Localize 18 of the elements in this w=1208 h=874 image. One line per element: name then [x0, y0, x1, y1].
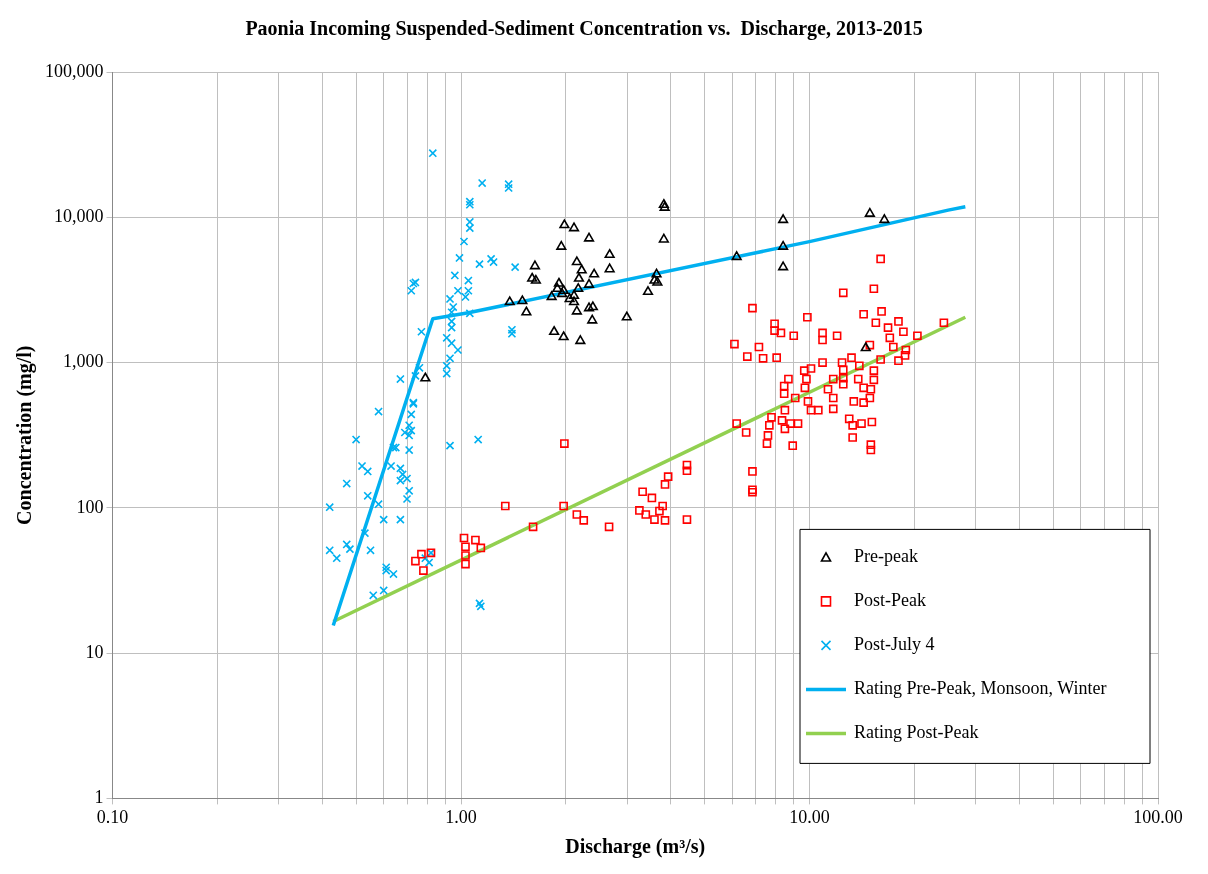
- y-tick-label: 10,000: [54, 206, 104, 227]
- x-tick-label: 1.00: [445, 806, 477, 827]
- legend-label: Post-Peak: [854, 590, 926, 611]
- x-tick-label: 100.00: [1133, 806, 1183, 827]
- x-axis-title: Discharge (m³/s): [565, 835, 706, 859]
- y-axis-title: Concentration (mg/l): [13, 345, 37, 525]
- y-tick-label: 10: [85, 641, 104, 662]
- x-tick-label: 10.00: [789, 806, 830, 827]
- y-tick-label: 1: [94, 787, 104, 808]
- x-tick-label: 0.10: [96, 806, 129, 827]
- legend-label: Rating Post-Peak: [854, 722, 979, 743]
- y-tick-label: 1,000: [63, 351, 104, 372]
- y-tick-label: 100,000: [45, 60, 104, 81]
- chart-title: Paonia Incoming Suspended-Sediment Concentration vs. Discharge, 2013-2015: [245, 17, 923, 41]
- legend-label: Post-July 4: [854, 634, 935, 655]
- y-tick-label: 100: [76, 496, 104, 517]
- legend-label: Pre-peak: [854, 546, 918, 567]
- legend-label: Rating Pre-Peak, Monsoon, Winter: [854, 678, 1107, 699]
